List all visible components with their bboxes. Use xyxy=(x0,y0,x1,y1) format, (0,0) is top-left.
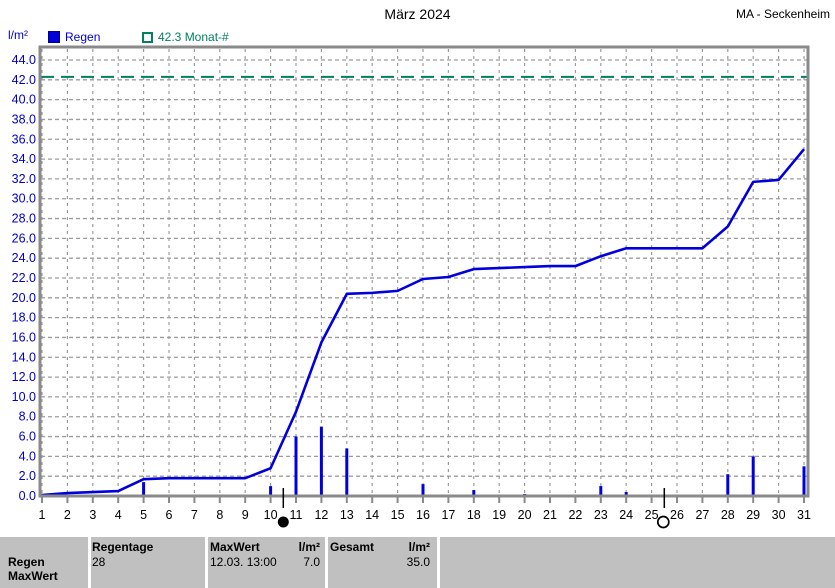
x-tick-label: 11 xyxy=(290,508,303,522)
y-tick-label: 6.0 xyxy=(19,430,36,444)
legend-monat-label: 42.3 Monat-# xyxy=(158,30,229,44)
x-tick-label: 20 xyxy=(518,508,532,522)
y-tick-label: 34.0 xyxy=(12,152,36,166)
x-tick-label: 26 xyxy=(670,508,684,522)
y-tick-label: 44.0 xyxy=(12,53,36,67)
y-tick-label: 12.0 xyxy=(12,370,36,384)
gesamt-unit: l/m² xyxy=(408,540,430,554)
monat-reference-swatch-icon xyxy=(142,31,153,43)
row-label-maxwert: MaxWert xyxy=(8,569,58,583)
x-tick-label: 22 xyxy=(568,508,582,522)
table-divider xyxy=(205,537,208,588)
x-tick-label: 7 xyxy=(191,508,198,522)
maxwert-unit: l/m² xyxy=(298,540,320,554)
y-tick-label: 38.0 xyxy=(12,112,36,126)
table-divider xyxy=(88,537,91,588)
x-tick-label: 3 xyxy=(89,508,96,522)
regentage-value: 28 xyxy=(92,555,106,569)
x-tick-label: 29 xyxy=(746,508,760,522)
x-tick-label: 31 xyxy=(797,508,811,522)
summary-table: Regen MaxWert Regentage 28 MaxWert l/m² … xyxy=(0,537,835,588)
maxwert-header: MaxWert xyxy=(210,540,260,554)
x-tick-label: 18 xyxy=(467,508,481,522)
x-tick-label: 17 xyxy=(441,508,455,522)
x-tick-label: 30 xyxy=(772,508,786,522)
x-tick-label: 15 xyxy=(391,508,405,522)
gesamt-value: 35.0 xyxy=(406,555,430,569)
y-tick-label: 10.0 xyxy=(12,390,36,404)
y-tick-label: 2.0 xyxy=(19,469,36,483)
x-tick-label: 8 xyxy=(216,508,223,522)
y-tick-label: 32.0 xyxy=(12,172,36,186)
row-labels-cell: Regen MaxWert xyxy=(8,537,83,588)
x-tick-label: 25 xyxy=(645,508,659,522)
y-axis-unit-label: l/m² xyxy=(8,28,28,42)
y-tick-label: 20.0 xyxy=(12,291,36,305)
y-tick-label: 26.0 xyxy=(12,231,36,245)
x-tick-label: 6 xyxy=(166,508,173,522)
gesamt-header: Gesamt xyxy=(330,540,375,554)
regentage-header: Regentage xyxy=(92,540,154,554)
x-tick-label: 10 xyxy=(264,508,278,522)
regentage-cell: Regentage 28 xyxy=(92,537,200,588)
full-moon-icon xyxy=(656,515,670,529)
cumulative-rain-line xyxy=(40,148,806,497)
y-tick-label: 0.0 xyxy=(19,489,36,503)
legend-regen-label: Regen xyxy=(65,30,101,44)
table-divider xyxy=(325,537,328,588)
maxwert-date: 12.03. 13:00 xyxy=(210,555,277,569)
x-tick-label: 13 xyxy=(340,508,354,522)
y-tick-label: 14.0 xyxy=(12,350,36,364)
gesamt-cell: Gesamt l/m² 35.0 xyxy=(330,537,430,588)
x-tick-label: 28 xyxy=(721,508,735,522)
x-tick-label: 1 xyxy=(39,508,46,522)
y-tick-label: 28.0 xyxy=(12,212,36,226)
row-label-regen: Regen xyxy=(8,555,45,569)
regen-series-swatch-icon xyxy=(48,31,60,43)
x-tick-label: 14 xyxy=(365,508,379,522)
legend-item-monat[interactable]: 42.3 Monat-# xyxy=(142,30,229,44)
y-tick-label: 40.0 xyxy=(12,93,36,107)
plot-frame xyxy=(38,45,810,498)
y-tick-label: 36.0 xyxy=(12,132,36,146)
x-tick-label: 12 xyxy=(314,508,328,522)
chart-title: März 2024 xyxy=(384,6,451,22)
x-tick-label: 2 xyxy=(64,508,71,522)
x-tick-label: 4 xyxy=(115,508,122,522)
y-tick-label: 16.0 xyxy=(12,330,36,344)
x-tick-label: 16 xyxy=(416,508,430,522)
x-tick-label: 19 xyxy=(492,508,506,522)
x-tick-label: 9 xyxy=(242,508,249,522)
y-tick-label: 22.0 xyxy=(12,271,36,285)
y-tick-label: 8.0 xyxy=(19,410,36,424)
x-tick-label: 5 xyxy=(140,508,147,522)
x-tick-label: 27 xyxy=(695,508,709,522)
y-tick-label: 30.0 xyxy=(12,192,36,206)
x-tick-label: 23 xyxy=(594,508,608,522)
table-divider xyxy=(437,537,440,588)
y-tick-label: 18.0 xyxy=(12,311,36,325)
new-moon-icon xyxy=(277,516,289,528)
legend-item-regen[interactable]: Regen xyxy=(48,30,100,44)
y-tick-label: 4.0 xyxy=(19,449,36,463)
maxwert-cell: MaxWert l/m² 12.03. 13:00 7.0 xyxy=(210,537,320,588)
x-tick-label: 24 xyxy=(619,508,633,522)
y-tick-label: 24.0 xyxy=(12,251,36,265)
maxwert-value: 7.0 xyxy=(303,555,320,569)
chart-plot-area: 0.0 2.0 4.0 6.0 8.0 10.0 12.0 14.0 16.0 18.0 20.0 2… xyxy=(12,45,811,529)
station-label: MA - Seckenheim xyxy=(735,7,830,21)
y-tick-label: 42.0 xyxy=(12,73,36,87)
x-tick-label: 21 xyxy=(543,508,557,522)
